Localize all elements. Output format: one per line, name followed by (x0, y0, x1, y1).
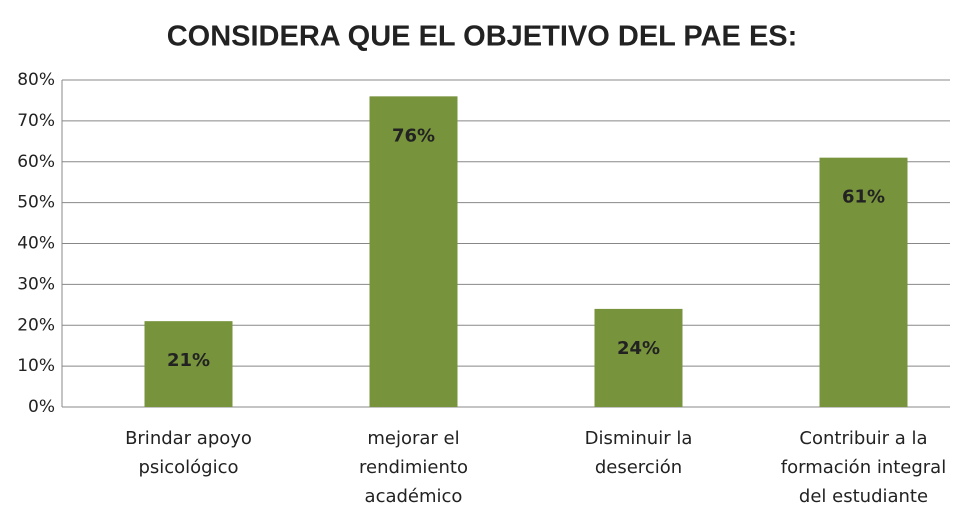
y-tick-label: 70% (17, 111, 55, 131)
x-tick-label: mejorar el rendimiento académico (358, 428, 468, 507)
y-tick-label: 30% (17, 274, 55, 294)
y-tick-label: 40% (17, 234, 55, 254)
data-label: 24% (617, 338, 660, 359)
y-tick-label: 10% (17, 356, 55, 376)
bar (144, 321, 233, 407)
data-label: 61% (842, 187, 885, 208)
x-tick-label: Disminuir la deserción (584, 428, 693, 478)
y-tick-label: 80% (17, 70, 55, 90)
y-tick-label: 20% (17, 315, 55, 335)
y-tick-label: 0% (28, 397, 55, 417)
chart-title: CONSIDERA QUE EL OBJETIVO DEL PAE ES: (167, 21, 798, 53)
bar (594, 308, 683, 407)
bar (369, 96, 458, 407)
y-tick-label: 50% (17, 193, 55, 213)
data-label: 21% (167, 350, 210, 371)
data-label: 76% (392, 125, 435, 146)
x-tick-label: Brindar apoyo psicológico (125, 428, 252, 478)
y-tick-label: 60% (17, 152, 55, 172)
bar (819, 157, 908, 407)
x-tick-label: Contribuir a la formación integral del e… (780, 428, 947, 507)
